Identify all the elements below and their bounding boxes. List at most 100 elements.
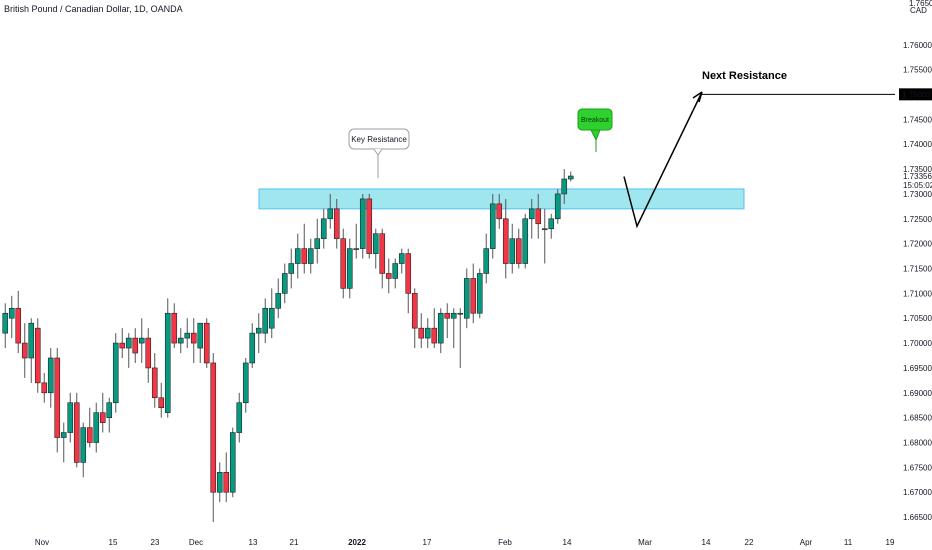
- candle: [424, 318, 431, 349]
- candle: [60, 422, 67, 463]
- price-tick-label: 1.68500: [903, 414, 932, 423]
- candle: [125, 333, 132, 368]
- candle: [385, 258, 392, 294]
- candle: [522, 213, 529, 269]
- candle: [411, 288, 418, 349]
- candle: [28, 318, 35, 383]
- price-tick-label: 1.75500: [903, 66, 932, 75]
- candle: [158, 382, 165, 418]
- candle: [132, 328, 139, 363]
- candle: [210, 353, 217, 523]
- candle: [171, 303, 178, 349]
- candle: [483, 233, 490, 284]
- candle: [216, 462, 223, 503]
- candle: [106, 397, 113, 433]
- projection-arrow: [623, 91, 703, 229]
- currency-label: CAD: [910, 6, 927, 15]
- candle: [314, 218, 321, 264]
- time-tick-label: 14: [563, 538, 572, 547]
- candle: [262, 298, 269, 344]
- price-tick-label: 1.70000: [903, 339, 932, 348]
- price-tick-label: 1.72000: [903, 240, 932, 249]
- annotations-layer: Key Resistance Breakout Next Resistance: [348, 70, 787, 178]
- candle: [431, 308, 438, 349]
- candle: [41, 372, 48, 403]
- candle: [444, 303, 451, 339]
- price-tick-label: 1.68000: [903, 439, 932, 448]
- candle: [405, 248, 412, 314]
- candle: [301, 223, 308, 274]
- candle: [268, 288, 275, 339]
- projection-layer: [623, 91, 895, 229]
- candle: [541, 208, 548, 264]
- candle: [561, 169, 568, 204]
- price-tick-label: 1.71000: [903, 289, 932, 298]
- candle: [554, 188, 561, 224]
- candle: [164, 298, 171, 418]
- candle: [145, 328, 152, 383]
- time-tick-label: 22: [745, 538, 754, 547]
- next-resistance-price-badge: 1.75003: [899, 88, 932, 101]
- candle: [528, 198, 535, 239]
- candle: [281, 263, 288, 304]
- time-tick-label: Mar: [638, 538, 652, 547]
- time-tick-label: 23: [151, 538, 160, 547]
- price-tick-label: 1.74500: [903, 115, 932, 124]
- candle: [229, 427, 236, 498]
- candle: [119, 328, 126, 358]
- candle: [359, 193, 366, 259]
- next-resistance-price-label: 1.75003: [902, 90, 931, 99]
- price-tick-label: 1.66500: [903, 513, 932, 522]
- price-tick-label-partial: 1.76500: [909, 0, 932, 8]
- candle: [450, 308, 457, 349]
- candle: [346, 238, 353, 299]
- candle: [15, 290, 22, 354]
- candle: [372, 228, 379, 269]
- price-tick-label: 1.72500: [903, 215, 932, 224]
- time-axis[interactable]: Nov 15 23 Dec 13 21 2022 17 Feb 14 Mar 14 22 Apr 11 19: [35, 538, 895, 547]
- candle: [151, 353, 158, 408]
- candle: [294, 233, 301, 279]
- candle: [463, 268, 470, 329]
- time-tick-label: Feb: [498, 538, 512, 547]
- key-resistance-callout[interactable]: Key Resistance: [348, 128, 410, 178]
- time-tick-label: 15: [109, 538, 118, 547]
- price-tick-label: 1.73000: [903, 190, 932, 199]
- candle: [112, 333, 119, 413]
- time-tick-label: 13: [249, 538, 258, 547]
- next-resistance-label: Next Resistance: [702, 70, 787, 82]
- price-tick-label: 1.76000: [903, 41, 932, 50]
- candle: [99, 392, 106, 433]
- candle: [190, 318, 197, 363]
- candle: [184, 318, 191, 349]
- arrow-head-icon: [692, 91, 703, 103]
- candle: [21, 323, 28, 378]
- candle: [392, 258, 399, 289]
- candle: [73, 392, 80, 468]
- candle: [496, 193, 503, 229]
- key-resistance-label: Key Resistance: [351, 135, 407, 144]
- candle: [476, 268, 483, 319]
- candle: [34, 318, 41, 393]
- candle: [236, 392, 243, 443]
- candle: [509, 223, 516, 274]
- candle: [457, 308, 464, 368]
- candle: [379, 228, 386, 289]
- breakout-callout[interactable]: Breakout: [577, 108, 613, 152]
- price-tick-label: 1.70500: [903, 314, 932, 323]
- time-tick-label: 11: [844, 538, 853, 547]
- candle: [515, 228, 522, 269]
- candles-layer: [2, 169, 574, 523]
- candle: [437, 308, 444, 354]
- price-axis[interactable]: 1.760001.755001.750001.745001.740001.735…: [899, 0, 932, 522]
- candle: [307, 238, 314, 274]
- time-tick-label: Apr: [800, 538, 813, 547]
- candle: [327, 193, 334, 229]
- last-price-label: 1.73356: [903, 172, 932, 181]
- candle: [470, 263, 477, 324]
- candle: [54, 348, 61, 453]
- candle: [418, 313, 425, 349]
- time-tick-label: 19: [886, 538, 895, 547]
- candle: [242, 357, 249, 413]
